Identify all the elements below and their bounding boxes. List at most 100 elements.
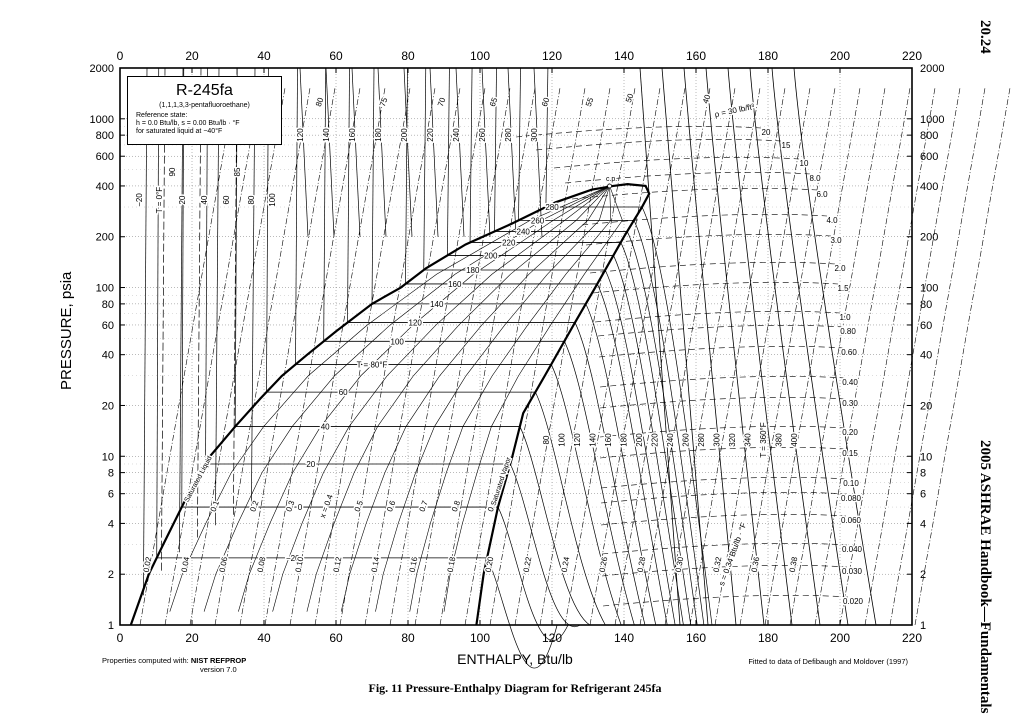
- reference-state-line2: h = 0.0 Btu/lb, s = 0.00 Btu/lb · °F: [136, 120, 240, 127]
- isotherm-label: 60: [339, 388, 348, 397]
- reference-state-line3: for saturated liquid at −40°F: [136, 128, 223, 135]
- vapor-isotherm-label: 220: [651, 433, 660, 447]
- isochore-label: 0.20: [842, 428, 858, 437]
- y-tick-label: 1: [108, 620, 114, 632]
- isentrope: [714, 87, 811, 626]
- isentrope-label: 0.22: [522, 556, 534, 573]
- isochore-label: 75: [378, 96, 390, 108]
- x-tick-label: 40: [257, 631, 271, 645]
- isentrope-label: 0.08: [256, 556, 268, 573]
- isochore-label: 6.0: [816, 190, 828, 199]
- page-number: 20.24: [977, 20, 993, 54]
- isochore: [600, 492, 847, 504]
- isotherm-liquid: [447, 67, 450, 256]
- quality-line: [340, 185, 610, 612]
- x-tick-label-top: 180: [758, 49, 778, 63]
- supercritical-isotherm: [771, 67, 849, 626]
- isochore-label: 0.020: [843, 597, 864, 606]
- axis-layer: 0020204040606080801001001201201401401601…: [90, 49, 945, 645]
- y-tick-label: 6: [108, 489, 114, 501]
- x-tick-label: 140: [614, 631, 634, 645]
- x-tick-label: 120: [542, 631, 562, 645]
- isotherm-liquid: [423, 67, 427, 271]
- isochore: [592, 282, 839, 294]
- isotherm-liquid-left: [143, 67, 148, 596]
- isentrope-label: 0.02: [142, 556, 154, 573]
- y-tick-label-right: 40: [920, 350, 932, 362]
- plot-frame: [119, 67, 913, 626]
- y-tick-label-right: 600: [920, 151, 938, 163]
- isochore-label: 15: [782, 141, 791, 150]
- isentrope-label: 0.28: [636, 556, 648, 573]
- isotherm-top: [377, 67, 387, 237]
- isotherm-vapor: [613, 255, 684, 626]
- isentrope: [214, 87, 311, 626]
- top-isotherm-label: 240: [452, 128, 461, 142]
- isochore: [599, 397, 846, 409]
- y-tick-label: 10: [102, 451, 114, 463]
- x-tick-label-top: 120: [542, 49, 562, 63]
- isentrope-label: 0.12: [332, 556, 344, 573]
- quality-label: 0.5: [353, 499, 365, 513]
- isentrope: [614, 87, 711, 626]
- isentrope-label: 0.20: [484, 556, 496, 573]
- x-tick-label: 0: [117, 631, 124, 645]
- isochore-label: 8.0: [809, 174, 821, 183]
- isotherm-label: 280: [545, 203, 559, 212]
- x-tick-label: 220: [902, 631, 922, 645]
- refrigerant-legend-box: R-245fa (1,1,1,3,3-pentafluoroethane) Re…: [127, 76, 282, 145]
- vapor-isotherm-label: 200: [635, 433, 644, 447]
- saturated-liquid-label: Saturated Liquid: [184, 455, 214, 503]
- y-tick-label: 1000: [90, 114, 114, 126]
- quality-line: [203, 185, 610, 612]
- isochore: [600, 477, 847, 489]
- x-axis-label: ENTHALPY, Btu/lb: [457, 651, 573, 667]
- vapor-isotherm-label: 80: [542, 435, 551, 444]
- saturated-vapor-label: Saturated Vapor: [490, 456, 512, 507]
- isentrope: [314, 87, 411, 626]
- isotherm-top: [325, 67, 335, 237]
- top-isotherm-label: 220: [426, 128, 435, 142]
- isotherm-label: 260: [531, 216, 545, 225]
- footer-left: Properties computed with: NIST REFPROP: [102, 656, 246, 665]
- vapor-isotherm-label: 260: [682, 433, 691, 447]
- isotherm-top: [403, 67, 413, 237]
- y-tick-label: 200: [96, 232, 114, 244]
- isentrope: [889, 87, 986, 626]
- refrigerant-name: R-245fa: [176, 82, 233, 99]
- vapor-isotherm-label: 180: [620, 433, 629, 447]
- x-tick-label: 80: [401, 631, 415, 645]
- isentrope-label: 0.04: [180, 556, 192, 573]
- x-tick-label: 180: [758, 631, 778, 645]
- quality-label: 0.7: [418, 499, 430, 513]
- footer-version: version 7.0: [200, 665, 237, 674]
- top-isotherm-label: 200: [400, 128, 409, 142]
- isochore-label: 0.40: [842, 378, 858, 387]
- isotherm-top: [351, 67, 361, 237]
- y-tick-label: 800: [96, 130, 114, 142]
- quality-label: 0.2: [248, 499, 260, 513]
- isochore: [602, 595, 849, 607]
- vapor-isotherm-label: 380: [775, 433, 784, 447]
- y-tick-label: 400: [96, 181, 114, 193]
- isentrope: [364, 87, 461, 626]
- x-tick-label-top: 140: [614, 49, 634, 63]
- isotherm-liquid: [494, 67, 497, 232]
- footer-left-prefix: Properties computed with:: [102, 656, 189, 665]
- isentrope-label: 0.06: [218, 556, 230, 573]
- isochore: [594, 311, 841, 323]
- isotherm-vapor: [497, 506, 569, 641]
- reference-state-line1: Reference state:: [136, 112, 188, 119]
- isentrope-label: 0.18: [446, 556, 458, 573]
- quality-label: 0.1: [209, 499, 221, 513]
- isotherm-label: 100: [391, 337, 405, 346]
- quality-line: [443, 185, 623, 612]
- isotherm-label: 220: [502, 238, 516, 247]
- isentrope: [539, 87, 636, 626]
- isotherm-vapor: [585, 303, 657, 626]
- isentrope: [489, 87, 586, 626]
- isotherm-vapor: [633, 220, 705, 626]
- y-tick-label-right: 8: [920, 468, 926, 480]
- y-tick-label: 60: [102, 320, 114, 332]
